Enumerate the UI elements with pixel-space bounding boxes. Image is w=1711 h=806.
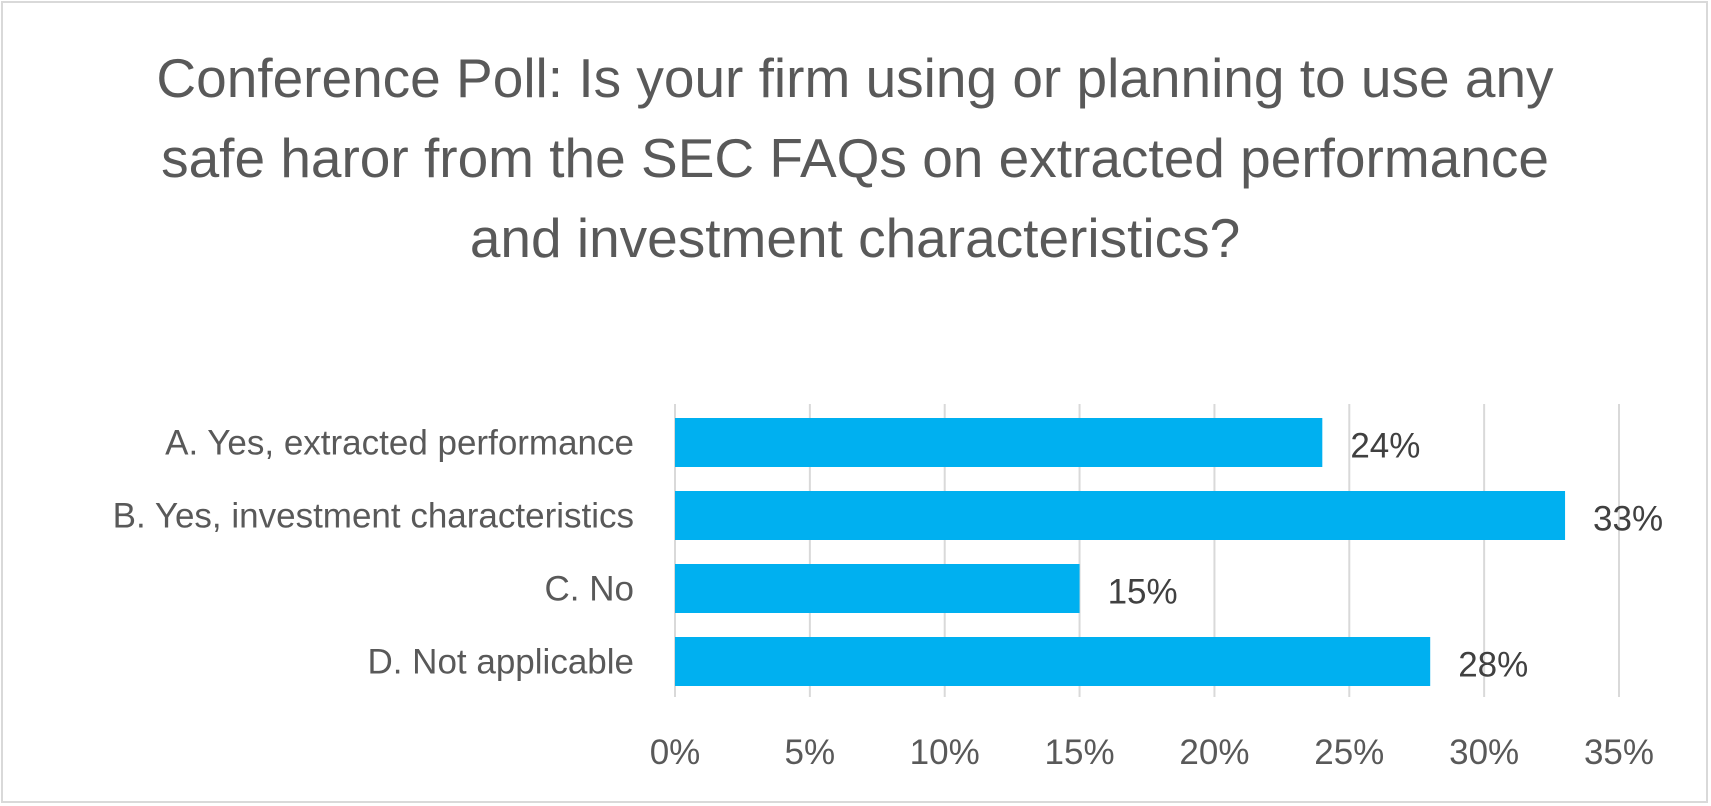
data-label: 15%: [1108, 573, 1178, 612]
category-label: D. Not applicable: [367, 643, 634, 682]
bar: [675, 491, 1566, 540]
x-tick-label: 25%: [1314, 733, 1384, 772]
bar: [675, 637, 1431, 686]
data-label: 24%: [1350, 427, 1420, 466]
data-label: 28%: [1458, 646, 1528, 685]
bars: [675, 418, 1566, 686]
data-label: 33%: [1593, 500, 1663, 539]
x-tick-label: 0%: [650, 733, 701, 772]
data-labels: 24% 33% 15% 28%: [1108, 427, 1664, 685]
x-tick-label: 10%: [910, 733, 980, 772]
category-labels: A. Yes, extracted performance B. Yes, inv…: [113, 424, 634, 682]
x-axis-tick-labels: 0% 5% 10% 15% 20% 25% 30% 35%: [650, 733, 1654, 772]
x-tick-label: 35%: [1584, 733, 1654, 772]
x-tick-label: 15%: [1045, 733, 1115, 772]
bar: [675, 418, 1323, 467]
x-tick-label: 20%: [1179, 733, 1249, 772]
category-label: C. No: [545, 570, 634, 609]
category-label: B. Yes, investment characteristics: [113, 497, 634, 536]
bar: [675, 564, 1080, 613]
category-label: A. Yes, extracted performance: [165, 424, 634, 463]
chart-title: Conference Poll: Is your firm using or p…: [156, 47, 1554, 269]
x-tick-label: 5%: [785, 733, 836, 772]
x-tick-label: 30%: [1449, 733, 1519, 772]
